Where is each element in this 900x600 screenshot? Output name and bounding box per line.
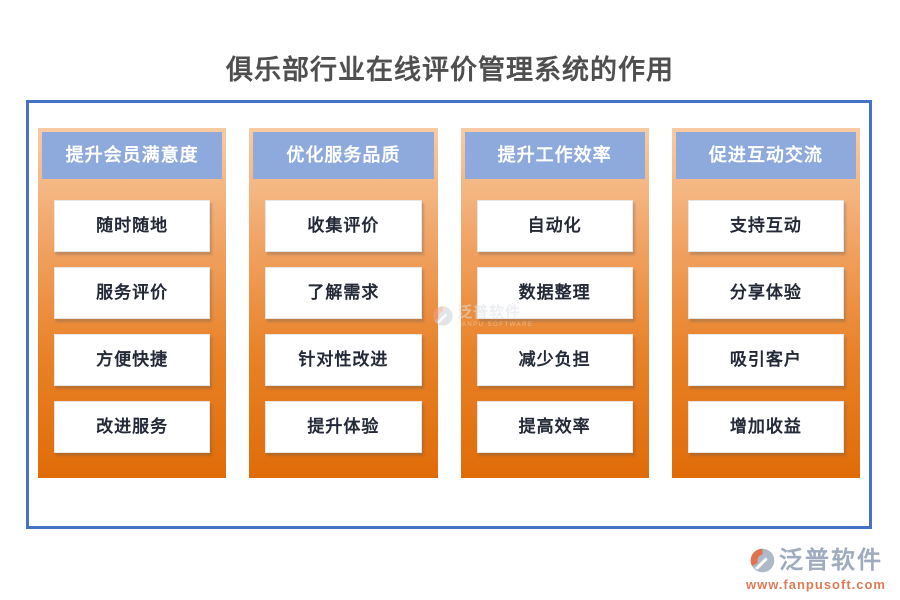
columns-container: 提升会员满意度 随时随地 服务评价 方便快捷 改进服务 优化服务品质 收集评价 … [38, 128, 860, 478]
feature-item: 随时随地 [54, 200, 211, 252]
fanpu-brand: 泛普软件 www.fanpusoft.com [746, 547, 886, 592]
column-header: 提升工作效率 [464, 132, 645, 179]
column-member-satisfaction: 提升会员满意度 随时随地 服务评价 方便快捷 改进服务 [38, 128, 227, 478]
column-interaction: 促进互动交流 支持互动 分享体验 吸引客户 增加收益 [671, 128, 860, 478]
feature-item: 提升体验 [265, 401, 422, 453]
feature-item: 方便快捷 [54, 334, 211, 386]
feature-item: 提高效率 [476, 401, 633, 453]
column-work-efficiency: 提升工作效率 自动化 数据整理 减少负担 提高效率 [460, 128, 649, 478]
feature-item: 了解需求 [265, 267, 422, 319]
column-items: 随时随地 服务评价 方便快捷 改进服务 [42, 179, 222, 468]
content-frame: 提升会员满意度 随时随地 服务评价 方便快捷 改进服务 优化服务品质 收集评价 … [26, 100, 872, 529]
fanpu-url: www.fanpusoft.com [745, 577, 886, 592]
page-title: 俱乐部行业在线评价管理系统的作用 [226, 55, 674, 85]
feature-item: 数据整理 [476, 267, 633, 319]
column-header: 促进互动交流 [675, 132, 856, 179]
brand-row: 泛普软件 [749, 547, 883, 574]
feature-item: 改进服务 [54, 401, 211, 453]
column-header: 提升会员满意度 [42, 132, 223, 179]
feature-item: 自动化 [476, 200, 633, 252]
feature-item: 吸引客户 [687, 334, 844, 386]
column-items: 收集评价 了解需求 针对性改进 提升体验 [253, 179, 433, 468]
column-items: 自动化 数据整理 减少负担 提高效率 [465, 179, 645, 468]
feature-item: 服务评价 [54, 267, 211, 319]
brand-name: 泛普软件 [778, 546, 883, 574]
feature-item: 分享体验 [687, 267, 844, 319]
column-header: 优化服务品质 [253, 132, 434, 179]
feature-item: 收集评价 [265, 200, 422, 252]
column-service-quality: 优化服务品质 收集评价 了解需求 针对性改进 提升体验 [249, 128, 438, 478]
feature-item: 针对性改进 [265, 334, 422, 386]
feature-item: 增加收益 [687, 401, 844, 453]
column-items: 支持互动 分享体验 吸引客户 增加收益 [676, 179, 856, 468]
feature-item: 支持互动 [687, 200, 844, 252]
fanpu-logo-icon [749, 547, 776, 574]
feature-item: 减少负担 [476, 334, 633, 386]
